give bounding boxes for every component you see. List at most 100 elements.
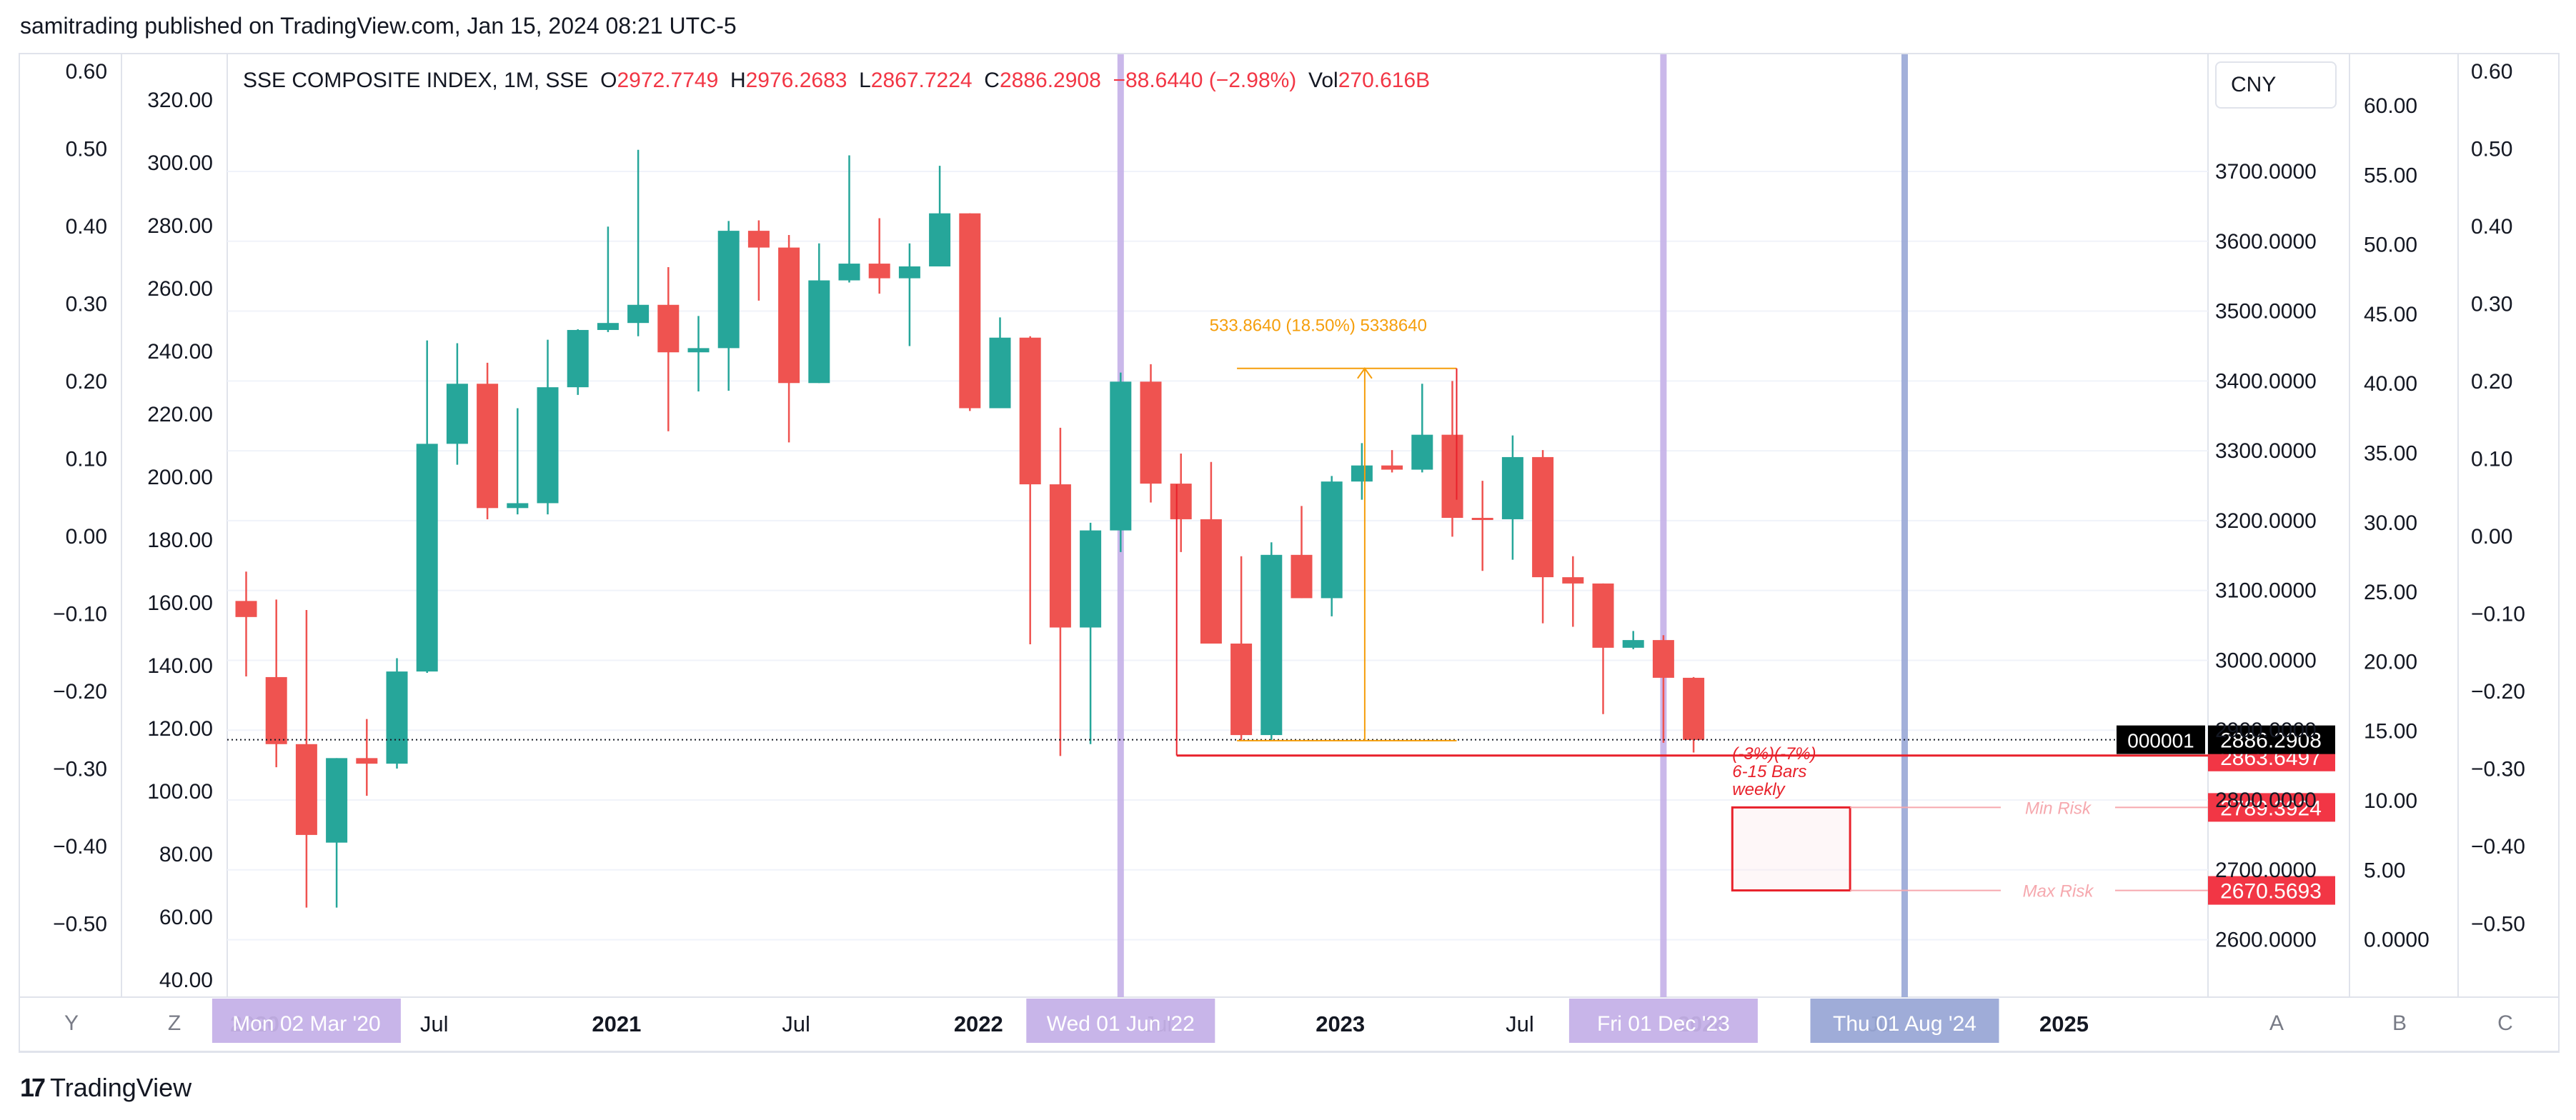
- scale-y-button[interactable]: Y: [51, 1004, 91, 1044]
- candle-body: [1321, 481, 1343, 599]
- candle: [929, 166, 951, 266]
- candle-body: [1411, 434, 1433, 470]
- candle-body: [1441, 434, 1463, 518]
- z-axis-tick-label: 60.00: [159, 906, 213, 929]
- y-axis-tick-label: −0.10: [53, 603, 107, 626]
- c-axis-tick-label: 0.60: [2471, 60, 2512, 84]
- max-risk-label: Max Risk: [2023, 882, 2095, 901]
- tradingview-logo[interactable]: 17 TradingView: [20, 1073, 192, 1103]
- time-tick-label: 2021: [592, 1011, 641, 1036]
- b-axis-tick-label: 25.00: [2364, 581, 2417, 604]
- y-axis-tick-label: −0.30: [53, 758, 107, 781]
- candle-body: [265, 676, 287, 744]
- y-axis-tick-label: 0.10: [66, 448, 107, 471]
- symbol-tag: 000001: [2127, 730, 2194, 752]
- candle-body: [1080, 530, 1102, 628]
- b-axis-tick-label: 40.00: [2364, 372, 2417, 396]
- low-label: L: [859, 69, 871, 92]
- c-axis-tick-label: 0.30: [2471, 293, 2512, 316]
- y-axis-tick-label: −0.40: [53, 835, 107, 859]
- annotation-bars: 6-15 Bars: [1732, 762, 1806, 781]
- time-tick-label: Jul: [420, 1011, 449, 1036]
- volume-label: Vol: [1308, 69, 1338, 92]
- z-axis-tick-label: 280.00: [147, 214, 213, 238]
- c-axis-tick-label: −0.50: [2471, 913, 2525, 936]
- scale-z-button[interactable]: Z: [154, 1004, 194, 1044]
- z-axis-tick-label: 40.00: [159, 969, 213, 992]
- close-label: C: [984, 69, 1000, 92]
- candle-body: [929, 213, 951, 266]
- candle-body: [446, 384, 468, 444]
- candle: [898, 243, 920, 346]
- price-tick-label: 3200.0000: [2215, 509, 2317, 533]
- risk-box: [1731, 806, 1851, 892]
- candle: [1592, 583, 1614, 714]
- b-axis-tick-label: 30.00: [2364, 511, 2417, 535]
- time-badge-label: Fri 01 Dec '23: [1597, 1012, 1730, 1036]
- candle: [1532, 450, 1554, 624]
- z-axis-tick-label: 160.00: [147, 591, 213, 615]
- currency-button[interactable]: CNY: [2215, 61, 2337, 109]
- candle-body: [1019, 337, 1041, 485]
- candle: [235, 571, 257, 676]
- z-axis-tick-label: 200.00: [147, 466, 213, 489]
- candle-body: [1230, 643, 1253, 736]
- z-axis-tick-label: 240.00: [147, 340, 213, 364]
- candle: [1622, 631, 1644, 649]
- price-tick-label: 3500.0000: [2215, 300, 2317, 324]
- candle: [265, 599, 287, 768]
- candle-body: [1351, 465, 1373, 482]
- candle: [989, 317, 1011, 409]
- candle: [356, 719, 378, 796]
- candle: [1049, 427, 1071, 756]
- y-axis-tick-label: 0.00: [66, 525, 107, 549]
- scale-a-button[interactable]: A: [2257, 1004, 2297, 1044]
- candle: [1291, 506, 1313, 599]
- candle: [326, 758, 348, 908]
- scale-b-button[interactable]: B: [2379, 1004, 2420, 1044]
- z-axis-tick-label: 80.00: [159, 843, 213, 866]
- candle-body: [507, 503, 529, 509]
- scale-c-button[interactable]: C: [2485, 1004, 2525, 1044]
- candle: [1019, 336, 1041, 644]
- candle: [1140, 364, 1162, 503]
- grid-lines: [20, 54, 2558, 1052]
- c-axis-tick-label: −0.30: [2471, 758, 2525, 781]
- min-risk-label: Min Risk: [2025, 799, 2092, 818]
- candle: [1683, 676, 1705, 753]
- symbol-legend[interactable]: SSE COMPOSITE INDEX, 1M, SSE O2972.7749 …: [243, 69, 1430, 93]
- candle: [295, 610, 317, 908]
- b-axis-tick-label: 45.00: [2364, 303, 2417, 326]
- high-value: 2976.2683: [745, 69, 847, 92]
- candle: [1321, 476, 1343, 616]
- candle: [627, 149, 650, 336]
- c-axis-tick-label: −0.40: [2471, 835, 2525, 859]
- candle-body: [1381, 465, 1403, 470]
- c-axis-tick-label: 0.50: [2471, 138, 2512, 161]
- open-value: 2972.7749: [617, 69, 719, 92]
- candle-body: [1562, 577, 1584, 584]
- candle: [446, 343, 468, 465]
- y-axis-tick-label: 0.20: [66, 370, 107, 394]
- candle: [1200, 461, 1222, 644]
- candle-body: [597, 323, 619, 330]
- time-badge-bg: [212, 999, 401, 1043]
- change-value: −88.6440 (−2.98%): [1113, 69, 1297, 92]
- price-tick-label: 3600.0000: [2215, 230, 2317, 254]
- candle: [1381, 450, 1403, 473]
- z-axis-tick-label: 320.00: [147, 89, 213, 112]
- candle-body: [1260, 554, 1283, 736]
- candle-body: [1170, 484, 1192, 519]
- time-badge-label: Wed 01 Jun '22: [1047, 1012, 1195, 1036]
- time-badge-bg: [1568, 999, 1758, 1043]
- candle: [567, 329, 589, 395]
- y-axis-tick-label: 0.30: [66, 293, 107, 316]
- time-tick-label: 2023: [1316, 1011, 1365, 1036]
- max-risk-price-tag: 2670.5693: [2220, 880, 2322, 904]
- price-tick-label: 3700.0000: [2215, 160, 2317, 184]
- candle: [477, 362, 499, 519]
- measure-arrow-head: [1357, 367, 1373, 379]
- candle: [838, 155, 860, 283]
- candle: [416, 340, 438, 674]
